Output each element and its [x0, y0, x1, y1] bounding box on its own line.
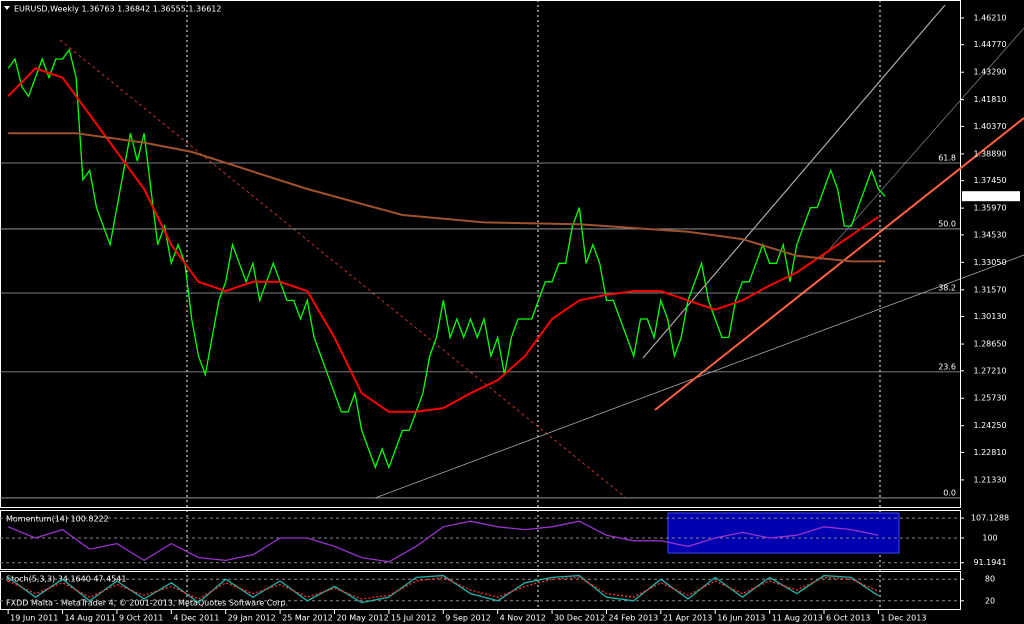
y-tick-label: 1.21330	[973, 475, 1006, 484]
y-tick-label: 100	[982, 534, 997, 543]
series-line	[7, 48, 886, 470]
indicator-title: Stoch(5,3,3) 34.1640 47.4541	[6, 575, 126, 584]
fib-label: 61.8	[938, 154, 956, 163]
dropdown-icon	[4, 6, 10, 10]
y-tick-label: 1.24250	[973, 421, 1006, 430]
momentum-pane	[0, 510, 961, 570]
drawing-objects	[59, 4, 1024, 554]
y-tick-label: 1.35970	[973, 204, 1006, 213]
x-tick-label: 29 Jan 2012	[228, 614, 276, 623]
fib-label: 38.2	[938, 283, 956, 292]
trend-line	[654, 117, 1024, 411]
trend-line	[374, 254, 1024, 499]
y-tick-label: 1.37450	[973, 176, 1006, 185]
stoch-pane	[0, 571, 961, 610]
x-tick-label: 20 May 2012	[337, 614, 389, 623]
series-line	[8, 132, 886, 263]
y-tick-label: 1.34530	[973, 230, 1006, 239]
x-tick-label: 9 Sep 2012	[445, 614, 491, 623]
x-tick-label: 16 Jun 2013	[717, 614, 765, 623]
y-tick-label: 107.1288	[971, 514, 1009, 523]
y-tick-label: 80	[985, 575, 995, 584]
highlight-box	[667, 512, 900, 554]
y-tick-label: 1.31570	[973, 285, 1006, 294]
header: EURUSD,Weekly 1.36763 1.36842 1.36555 1.…	[14, 5, 221, 14]
separators	[186, 0, 881, 610]
x-tick-label: 24 Feb 2013	[608, 614, 658, 623]
fib-label: 23.6	[938, 362, 956, 371]
series-line	[7, 576, 879, 600]
x-tick-label: 21 Apr 2013	[663, 614, 712, 623]
trend-line	[59, 39, 626, 498]
y-tick-label: 1.43290	[973, 68, 1006, 77]
y-tick-label: 1.25730	[973, 394, 1006, 403]
pane-borders	[0, 0, 961, 610]
y-tick-label: 1.22810	[973, 448, 1006, 457]
y-tick-label: 1.27210	[973, 366, 1006, 375]
price-label: 1.36612	[973, 192, 1006, 201]
x-tick-label: 4 Dec 2011	[173, 614, 219, 623]
main-pane	[0, 0, 961, 508]
y-tick-label: 1.46210	[973, 13, 1006, 22]
series-line	[7, 520, 879, 563]
y-tick-label: 1.41810	[973, 95, 1006, 104]
y-tick-label: 91.1941	[973, 558, 1006, 567]
y-tick-label: 1.33050	[973, 258, 1006, 267]
y-tick-label: 1.30130	[973, 312, 1006, 321]
fib-label: 0.0	[943, 488, 956, 497]
y-tick-label: 1.40370	[973, 122, 1006, 131]
channel-line	[819, 27, 1024, 261]
price-marker	[962, 191, 1020, 202]
series-line	[7, 67, 879, 413]
y-tick-label: 1.28650	[973, 340, 1006, 349]
y-tick-label: 20	[985, 596, 995, 605]
x-tick-label: 9 Oct 2011	[119, 614, 163, 623]
fib-label: 50.0	[938, 219, 956, 228]
x-tick-label: 25 Mar 2012	[282, 614, 333, 623]
x-tick-label: 4 Nov 2012	[500, 614, 546, 623]
channel-line	[642, 4, 946, 359]
x-tick-label: 19 Jun 2011	[10, 614, 58, 623]
y-tick-label: 1.44770	[973, 40, 1006, 49]
x-tick-label: 11 Aug 2013	[772, 614, 823, 623]
indicator-title: Momentum(14) 100.8222	[6, 515, 109, 524]
y-tick-label: 1.38890	[973, 149, 1006, 158]
x-tick-label: 6 Oct 2013	[826, 614, 870, 623]
x-tick-label: 30 Dec 2012	[554, 614, 605, 623]
x-tick-label: 14 Aug 2011	[65, 614, 116, 623]
x-tick-label: 15 Jul 2012	[391, 614, 436, 623]
series-line	[7, 574, 879, 604]
x-tick-label: 1 Dec 2013	[880, 614, 926, 623]
footer: FXDD Malta - MetaTrader 4, © 2001-2013, …	[6, 599, 288, 608]
